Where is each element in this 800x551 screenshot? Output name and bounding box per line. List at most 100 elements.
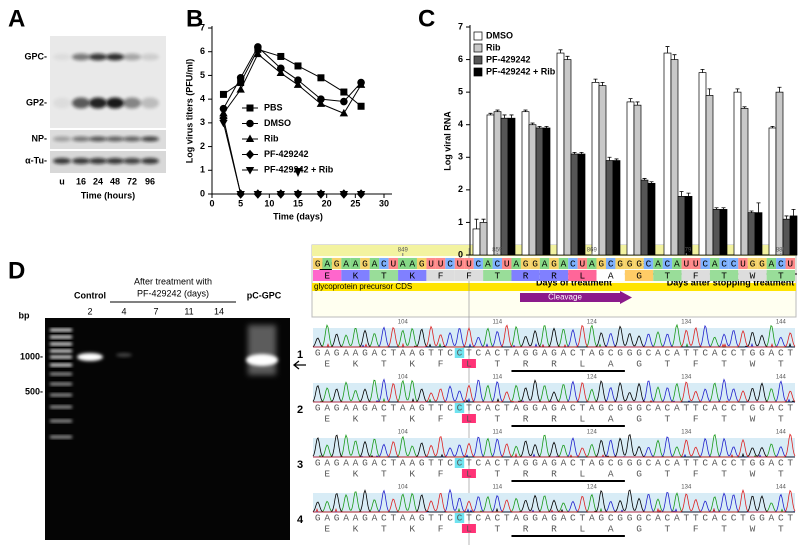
error-bar	[593, 78, 598, 83]
ruler-label: 114	[493, 320, 503, 326]
marker	[254, 43, 262, 51]
error-bar	[665, 46, 670, 54]
ladder-band	[50, 328, 72, 332]
band	[89, 158, 107, 164]
ruler-label: 134	[681, 485, 692, 491]
band	[72, 158, 90, 164]
error-bar	[777, 86, 782, 93]
bar	[719, 209, 728, 256]
lane-label: 11	[184, 306, 193, 316]
base-box	[785, 258, 795, 269]
error-bar	[721, 207, 726, 210]
ruler-label: 134	[681, 430, 692, 436]
y-tick-label: 6	[200, 46, 205, 56]
bar	[789, 215, 798, 256]
legend-swatch	[473, 31, 483, 41]
marker	[316, 191, 326, 199]
base-box	[653, 258, 663, 269]
panel-label: C	[418, 5, 435, 32]
y-tick-label: 1	[458, 217, 463, 227]
base-box	[388, 258, 399, 269]
read-translation: E K T K F L T R R L A G T F T W T	[324, 414, 784, 425]
bar	[754, 212, 763, 256]
base-box	[747, 258, 758, 269]
y-tick-label: 0	[458, 249, 463, 259]
base-box	[539, 258, 550, 269]
gel-band	[246, 354, 278, 366]
error-bar	[579, 152, 584, 155]
error-bar	[544, 125, 549, 128]
aa-box	[738, 270, 767, 281]
axis-title: Log virus titers (PFU/ml)	[184, 59, 194, 164]
error-bar	[791, 209, 796, 216]
error-bar	[679, 191, 684, 197]
error-bar	[572, 152, 577, 155]
marker	[317, 95, 325, 103]
y-tick-label: 4	[200, 94, 205, 104]
bar	[747, 212, 756, 256]
read-label: 3	[297, 459, 303, 471]
annotation-arrow	[294, 168, 302, 177]
gel-label: pC-GPC	[247, 290, 282, 300]
bar	[670, 59, 679, 256]
bar	[677, 196, 686, 256]
x-tick-label: 0	[209, 198, 214, 208]
marker	[253, 49, 263, 58]
base-box	[473, 258, 484, 269]
error-bar	[642, 178, 647, 181]
band	[106, 136, 124, 142]
band-label: GP2-	[26, 97, 47, 107]
read-label: 2	[297, 404, 303, 416]
base-box	[464, 258, 474, 269]
aa-box	[624, 270, 654, 281]
y-tick-label: 5	[458, 87, 463, 97]
error-bar	[686, 192, 691, 197]
band	[106, 53, 124, 61]
base-box	[322, 258, 332, 269]
x-tick-label: 10	[264, 198, 274, 208]
bar	[640, 179, 649, 256]
base-box	[624, 258, 635, 269]
error-bar	[628, 98, 633, 102]
ruler-label: 124	[587, 320, 598, 326]
bar	[528, 124, 537, 256]
base-box	[435, 258, 446, 269]
base-box	[596, 258, 606, 269]
legend-label: PF-429242 + Rib	[264, 164, 334, 174]
legend-label: DMSO	[264, 118, 291, 128]
error-bar	[565, 55, 570, 60]
series-line	[223, 46, 362, 109]
ruler-label: 134	[681, 375, 692, 381]
aa-box	[341, 270, 370, 281]
legend-swatch	[473, 43, 483, 53]
base-box	[672, 258, 682, 269]
gel-label: Control	[74, 290, 106, 300]
marker	[293, 191, 303, 199]
gel-label: PF-429242 (days)	[137, 288, 209, 298]
ruler-label: 869	[587, 248, 598, 254]
ruler-label: 114	[493, 485, 503, 491]
legend-label: PF-429242	[264, 149, 309, 159]
read-label: 1	[297, 349, 303, 361]
read-translation: E K T K F L T R R L A G T F T W T	[324, 524, 784, 535]
ruler-label: 144	[776, 430, 787, 436]
band-label: NP-	[32, 133, 48, 143]
error-bar	[600, 81, 605, 86]
feature-bar	[312, 283, 796, 291]
base-box	[615, 258, 625, 269]
reference-sequence: GAGAAGACUAAGUUCUUCACUAGGAGACUAGCGGGCACAU…	[315, 259, 794, 270]
bar	[698, 72, 707, 256]
base-box	[605, 258, 616, 269]
highlight-aa	[461, 414, 476, 423]
error-bar	[474, 218, 479, 229]
read-translation: E K T K F L T R R L A G T F T W T	[324, 359, 784, 370]
legend-label: DMSO	[486, 30, 513, 40]
error-bar	[649, 181, 654, 184]
series-line	[223, 53, 362, 114]
read-sequence: GAGAAGACTAAGTTCCTCACTAGGAGACTAGCGGGCACAT…	[315, 458, 794, 469]
marker	[277, 64, 285, 73]
base-box	[700, 258, 710, 269]
highlight-aa	[461, 524, 476, 533]
error-bar	[700, 68, 705, 73]
